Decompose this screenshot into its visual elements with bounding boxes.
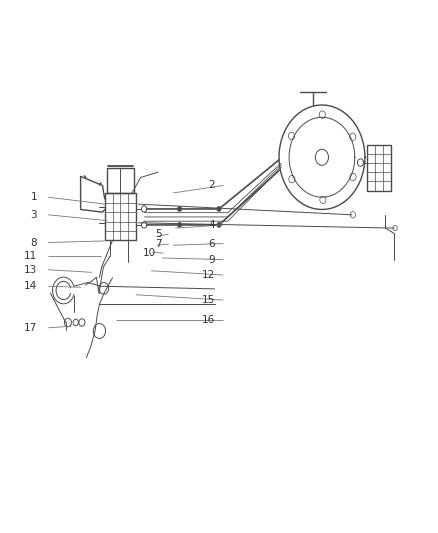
Text: 17: 17 [24,323,37,333]
Text: 15: 15 [201,295,215,305]
Circle shape [178,207,181,211]
Text: 16: 16 [201,315,215,325]
Circle shape [178,223,181,227]
Text: 9: 9 [208,255,215,264]
Text: 5: 5 [155,229,162,239]
Text: 13: 13 [24,265,37,274]
Text: 1: 1 [31,192,37,202]
Text: 12: 12 [201,270,215,280]
Circle shape [217,207,221,211]
Circle shape [217,223,221,227]
Bar [367,146,391,191]
Text: 3: 3 [31,210,37,220]
Text: 2: 2 [208,181,215,190]
Text: 11: 11 [24,252,37,261]
Text: 4: 4 [208,220,215,230]
Bar [105,193,136,240]
Text: 7: 7 [155,239,162,249]
Text: 8: 8 [31,238,37,247]
Text: 14: 14 [24,281,37,291]
Text: 10: 10 [142,248,155,258]
Text: 6: 6 [208,239,215,248]
